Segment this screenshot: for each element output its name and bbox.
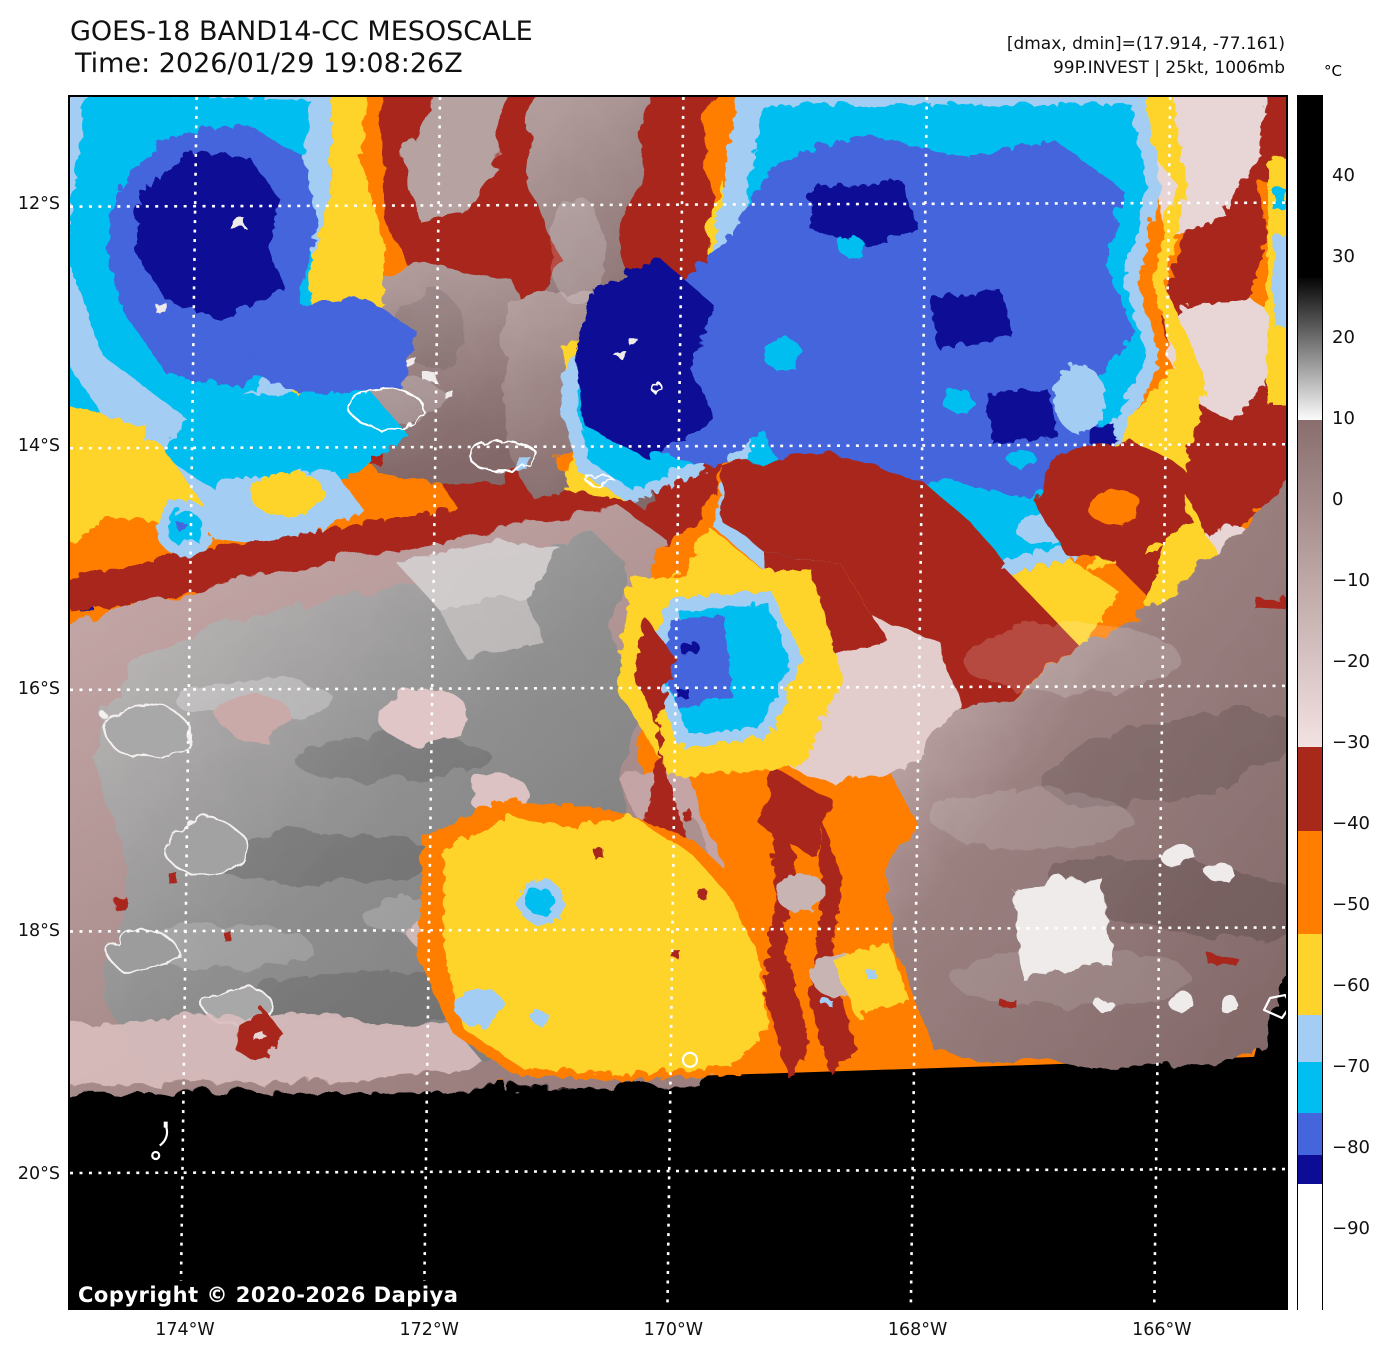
latitude-tick-label: 12°S [17, 194, 60, 214]
region-midband [70, 403, 669, 607]
colorbar-tick-label: −70 [1332, 1056, 1370, 1077]
colorbar-tick-label: 40 [1332, 165, 1355, 186]
colorbar-segment [1298, 1112, 1322, 1155]
island-outlines-south [151, 993, 1286, 1161]
latitude-tick-label: 16°S [17, 678, 60, 699]
colorbar-tick-label: −30 [1332, 732, 1370, 753]
region-central-cold-cell [613, 565, 840, 775]
timestamp: Time: 2026/01/29 19:08:26Z [75, 48, 463, 79]
longitude-tick-label: 174°W [155, 1320, 215, 1340]
colorbar-tick-label: −90 [1332, 1218, 1370, 1239]
colorbar-segment [1298, 420, 1322, 748]
colorbar-tick-label: −50 [1332, 894, 1370, 915]
colorbar-segment [1298, 830, 1322, 935]
graticule [70, 97, 1286, 1308]
gridline-latitude [70, 684, 1286, 692]
colorbar-tick-label: −10 [1332, 570, 1370, 591]
colorbar-unit-label: °C [1324, 62, 1342, 80]
longitude-tick-label: 168°W [887, 1320, 948, 1340]
colorbar-segment [1298, 747, 1322, 831]
latitude-tick-label: 20°S [17, 1163, 60, 1184]
colorbar-segment [1298, 1062, 1322, 1113]
colorbar-tick-label: −80 [1332, 1137, 1370, 1158]
latitude-tick-label: 14°S [17, 436, 60, 457]
colorbar [1297, 95, 1323, 1311]
colorbar-segment [1298, 96, 1322, 279]
colorbar-tick-label: 30 [1332, 246, 1355, 267]
gridline-latitude [70, 201, 1286, 208]
colorbar-segment [1298, 1183, 1322, 1311]
colorbar-segment [1298, 1154, 1322, 1184]
colorbar-tick-label: −40 [1332, 813, 1370, 834]
gridline-latitude [70, 442, 1286, 450]
colorbar-segment [1298, 1015, 1322, 1063]
copyright-label: Copyright © 2020-2026 Dapiya [74, 1281, 469, 1308]
satellite-ir-image [70, 97, 1286, 1308]
colorbar-tick-label: 20 [1332, 327, 1355, 348]
region-east-warm-mass [715, 435, 1286, 1064]
colorbar-segment [1298, 278, 1322, 420]
colorbar-tick-label: −60 [1332, 975, 1370, 996]
coastline-outlines [344, 377, 660, 485]
annotation-block: [dmax, dmin]=(17.914, -77.161) 99P.INVES… [1007, 32, 1285, 80]
dmax-dmin-label: [dmax, dmin]=(17.914, -77.161) [1006, 34, 1285, 54]
colorbar-segment [1298, 934, 1322, 1016]
longitude-tick-label: 166°W [1132, 1320, 1192, 1340]
colorbar-tick-label: 0 [1332, 489, 1344, 510]
map-plot-area: Copyright © 2020-2026 Dapiya [68, 95, 1288, 1310]
longitude-tick-label: 170°W [643, 1320, 704, 1340]
gridline-latitude [70, 926, 1286, 933]
page-title: GOES-18 BAND14-CC MESOSCALE [70, 16, 533, 47]
longitude-tick-label: 172°W [399, 1320, 459, 1340]
storm-info-label: 99P.INVEST | 25kt, 1006mb [1052, 58, 1285, 78]
colorbar-tick-label: 10 [1332, 408, 1355, 429]
latitude-tick-label: 18°S [17, 921, 60, 942]
gridline-latitude [70, 1167, 1286, 1175]
colorbar-tick-label: −20 [1332, 651, 1370, 672]
